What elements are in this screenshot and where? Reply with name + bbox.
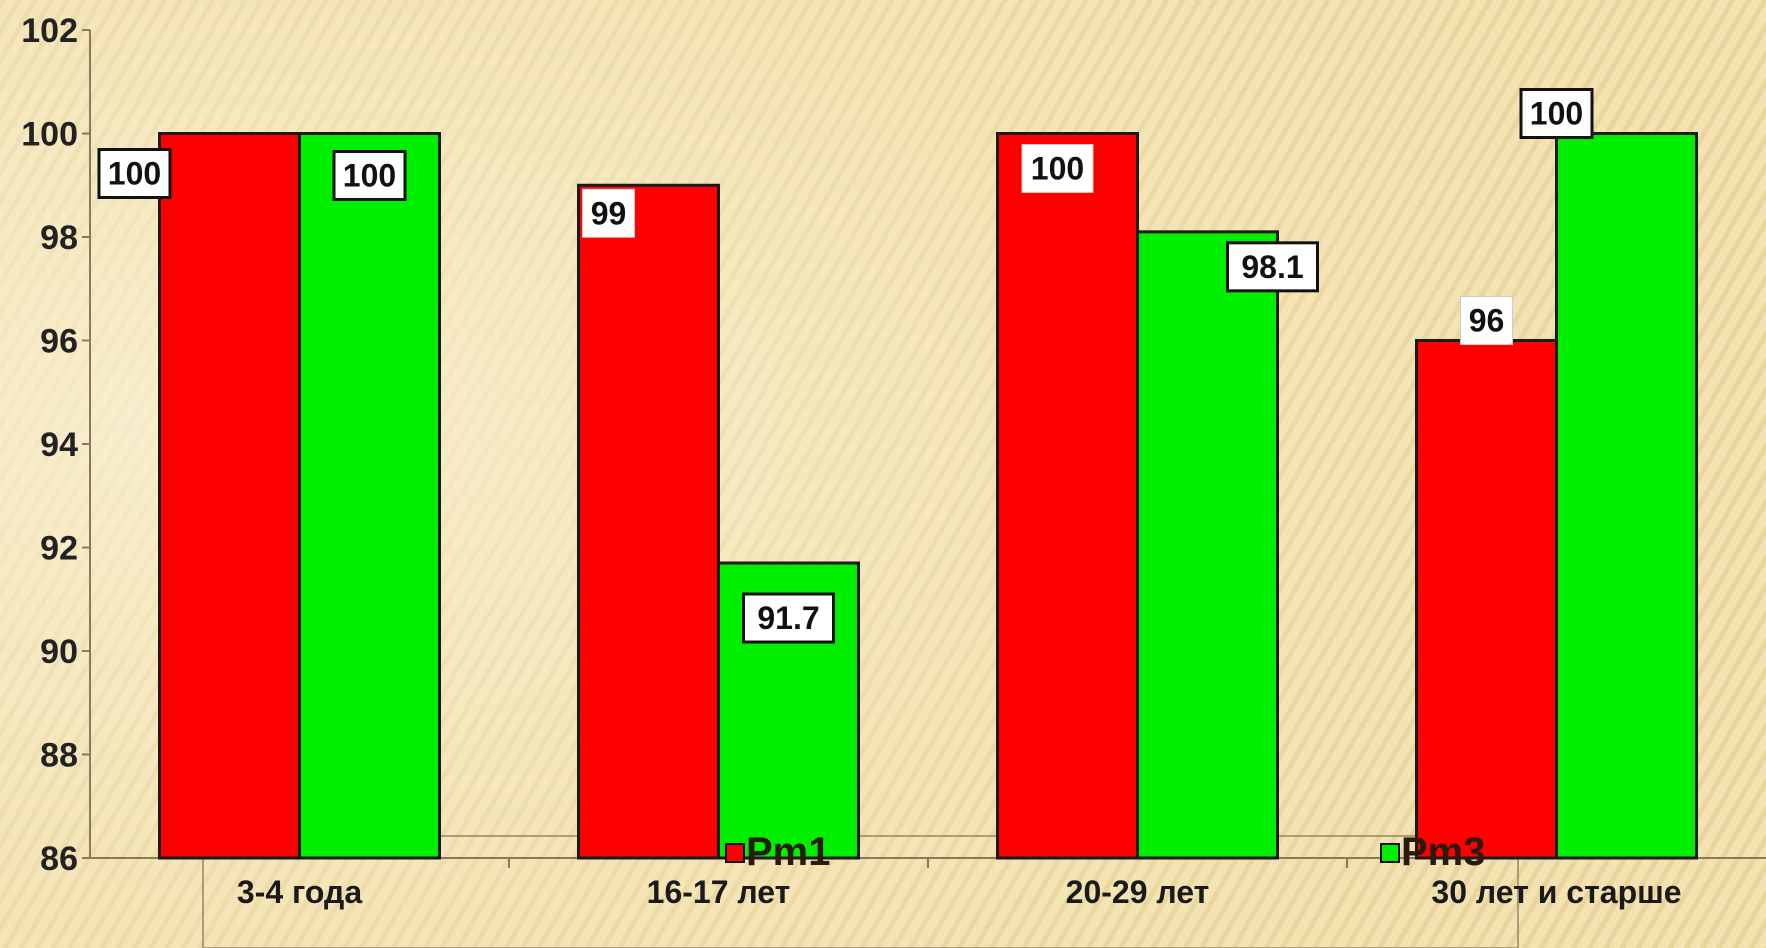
data-label: 100 — [343, 158, 396, 194]
data-label: 91.7 — [757, 600, 819, 636]
y-tick-label: 90 — [40, 633, 78, 671]
x-tick-label: 30 лет и старше — [1431, 874, 1681, 910]
legend-label-rm3: Рm3 — [1401, 830, 1486, 874]
y-tick-label: 102 — [21, 12, 78, 50]
bar-rm3 — [1136, 230, 1279, 860]
data-label: 100 — [1031, 151, 1084, 187]
bar-rm3 — [1555, 132, 1698, 860]
y-tick-label: 86 — [40, 840, 78, 878]
y-tick-label: 98 — [40, 219, 78, 257]
data-label-box — [742, 592, 835, 644]
bar-rm1 — [158, 132, 301, 860]
data-label-box — [97, 148, 172, 199]
legend-label-rm1: Рm1 — [746, 830, 831, 874]
plot-area: 86 88 90 92 94 96 98 100 102 3-4 года 16-17 лет 20-… — [21, 12, 1766, 948]
bar-rm1 — [996, 132, 1139, 860]
x-tick-label: 20-29 лет — [1066, 874, 1210, 910]
bar-rm1 — [1415, 339, 1558, 860]
data-label-box — [1460, 296, 1513, 345]
data-label: 98.1 — [1241, 249, 1303, 285]
y-tick-label: 94 — [40, 426, 78, 464]
bar-rm1 — [577, 183, 720, 860]
y-tick-label: 88 — [40, 737, 78, 775]
x-tick-label: 3-4 года — [237, 874, 362, 910]
data-label: 100 — [1530, 96, 1583, 132]
bar-rm3 — [717, 561, 860, 860]
bar-rm3 — [298, 132, 441, 860]
data-label-box — [1021, 144, 1094, 193]
data-label: 100 — [108, 156, 161, 192]
data-label-box — [1226, 241, 1319, 293]
y-tick-label: 100 — [21, 116, 78, 154]
legend-swatch-rm1 — [725, 843, 745, 863]
data-label-box — [1519, 88, 1594, 139]
data-label-box — [332, 150, 407, 201]
y-tick-label: 92 — [40, 530, 78, 568]
data-label: 99 — [591, 195, 627, 231]
x-tick-label: 16-17 лет — [647, 874, 791, 910]
data-label: 96 — [1469, 303, 1505, 339]
legend-frame — [202, 835, 1519, 948]
data-label-box — [582, 188, 635, 238]
legend-swatch-rm3 — [1380, 843, 1400, 863]
y-tick-label: 96 — [40, 323, 78, 361]
